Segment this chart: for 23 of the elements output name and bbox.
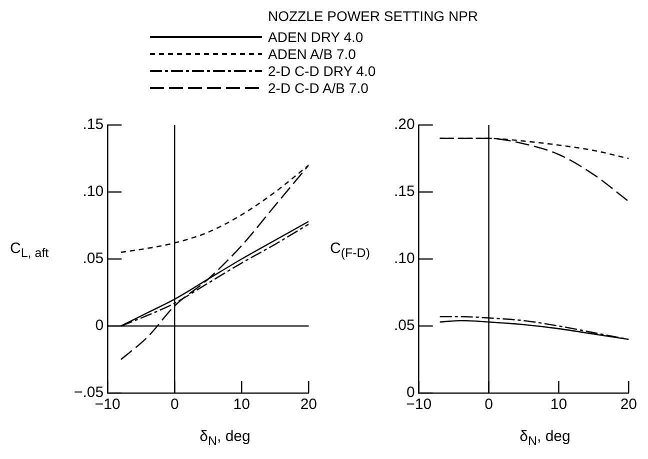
y-axis-title: C$_{L, aft}$ — [10, 240, 49, 260]
y-tick-label: 0 — [95, 317, 104, 334]
y-tick-label: .15 — [394, 183, 415, 200]
x-axis-title: δ$_{N}$, deg — [518, 428, 572, 448]
x-tick-label: 0 — [484, 396, 493, 414]
legend-label: ADEN A/B 7.0 — [268, 46, 356, 62]
x-tick-label: 10 — [550, 396, 568, 414]
legend-label: ADEN DRY 4.0 — [268, 28, 364, 44]
x-axis-title: δ$_{N}$, deg — [198, 428, 252, 448]
y-tick-label: .20 — [394, 116, 415, 134]
x-tick-label: 20 — [620, 396, 637, 414]
y-tick-label: .10 — [394, 250, 415, 268]
legend-title: NOZZLE POWER SETTING NPR — [268, 8, 478, 24]
y-tick-label: .05 — [394, 317, 415, 334]
x-tick-label: 0 — [170, 396, 179, 414]
y-tick-label: .15 — [82, 116, 104, 134]
legend-label: 2-D C-D A/B 7.0 — [268, 80, 368, 96]
y-tick-label: .05 — [82, 250, 104, 268]
x-tick-label: 20 — [300, 396, 317, 414]
x-tick-label: 10 — [233, 396, 250, 414]
legend-label: 2-D C-D DRY 4.0 — [268, 62, 376, 78]
y-axis-title: C$_{(F-D)}$ — [330, 240, 370, 260]
y-tick-label: .10 — [82, 183, 104, 200]
